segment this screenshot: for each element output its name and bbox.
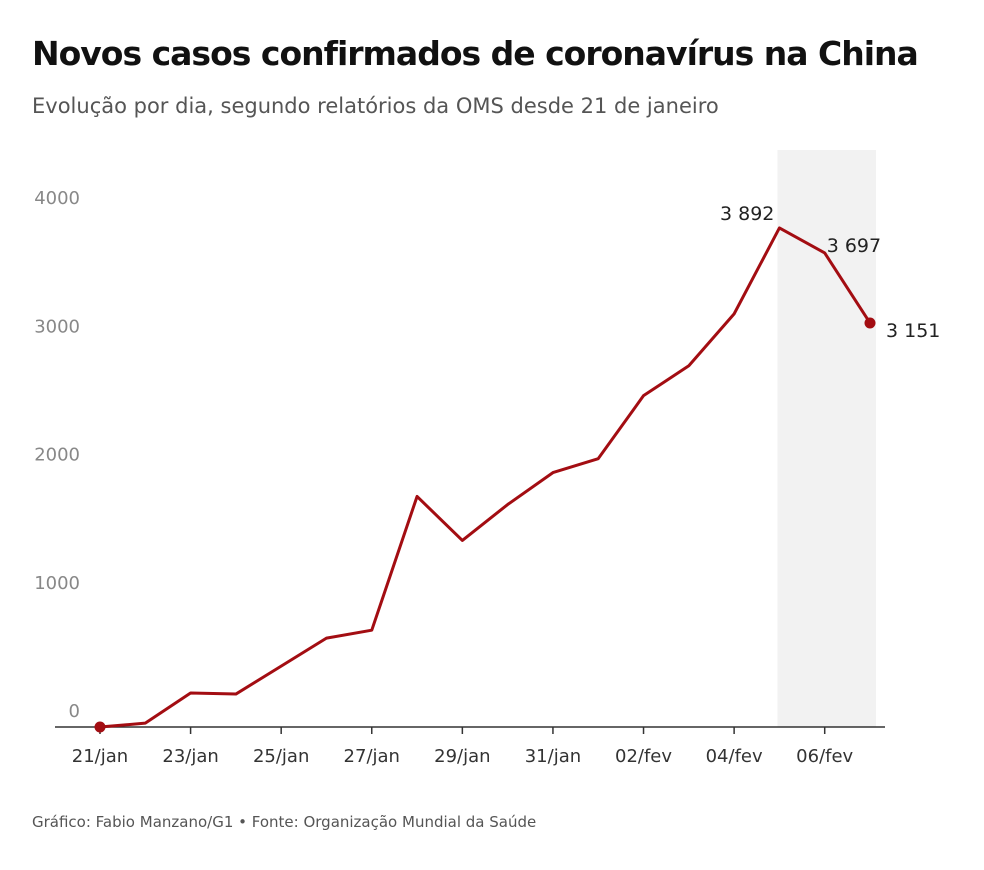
x-tick-label: 29/jan: [434, 746, 490, 767]
value-label: 3 697: [827, 235, 881, 257]
chart-subtitle: Evolução por dia, segundo relatórios da …: [32, 94, 719, 118]
value-label: 3 151: [886, 320, 940, 342]
y-tick-label: 2000: [34, 445, 80, 466]
y-tick-label: 1000: [34, 573, 80, 594]
x-tick-label: 21/jan: [72, 746, 128, 767]
x-tick-label: 02/fev: [615, 746, 672, 767]
data-point: [94, 721, 106, 733]
data-line: [99, 226, 872, 729]
x-tick-label: 23/jan: [162, 746, 218, 767]
highlight-band: [777, 150, 876, 727]
y-tick-label: 4000: [34, 188, 80, 209]
chart-title: Novos casos confirmados de coronavírus n…: [32, 34, 918, 73]
y-tick-label: 0: [69, 701, 80, 722]
y-tick-label: 3000: [34, 316, 80, 337]
data-point: [864, 317, 876, 329]
x-tick-label: 04/fev: [706, 746, 763, 767]
x-tick-label: 25/jan: [253, 746, 309, 767]
x-tick-label: 06/fev: [796, 746, 853, 767]
value-label: 3 892: [720, 203, 774, 225]
source-note: Gráfico: Fabio Manzano/G1 • Fonte: Organ…: [32, 813, 536, 831]
x-tick-label: 27/jan: [344, 746, 400, 767]
x-tick-label: 31/jan: [525, 746, 581, 767]
